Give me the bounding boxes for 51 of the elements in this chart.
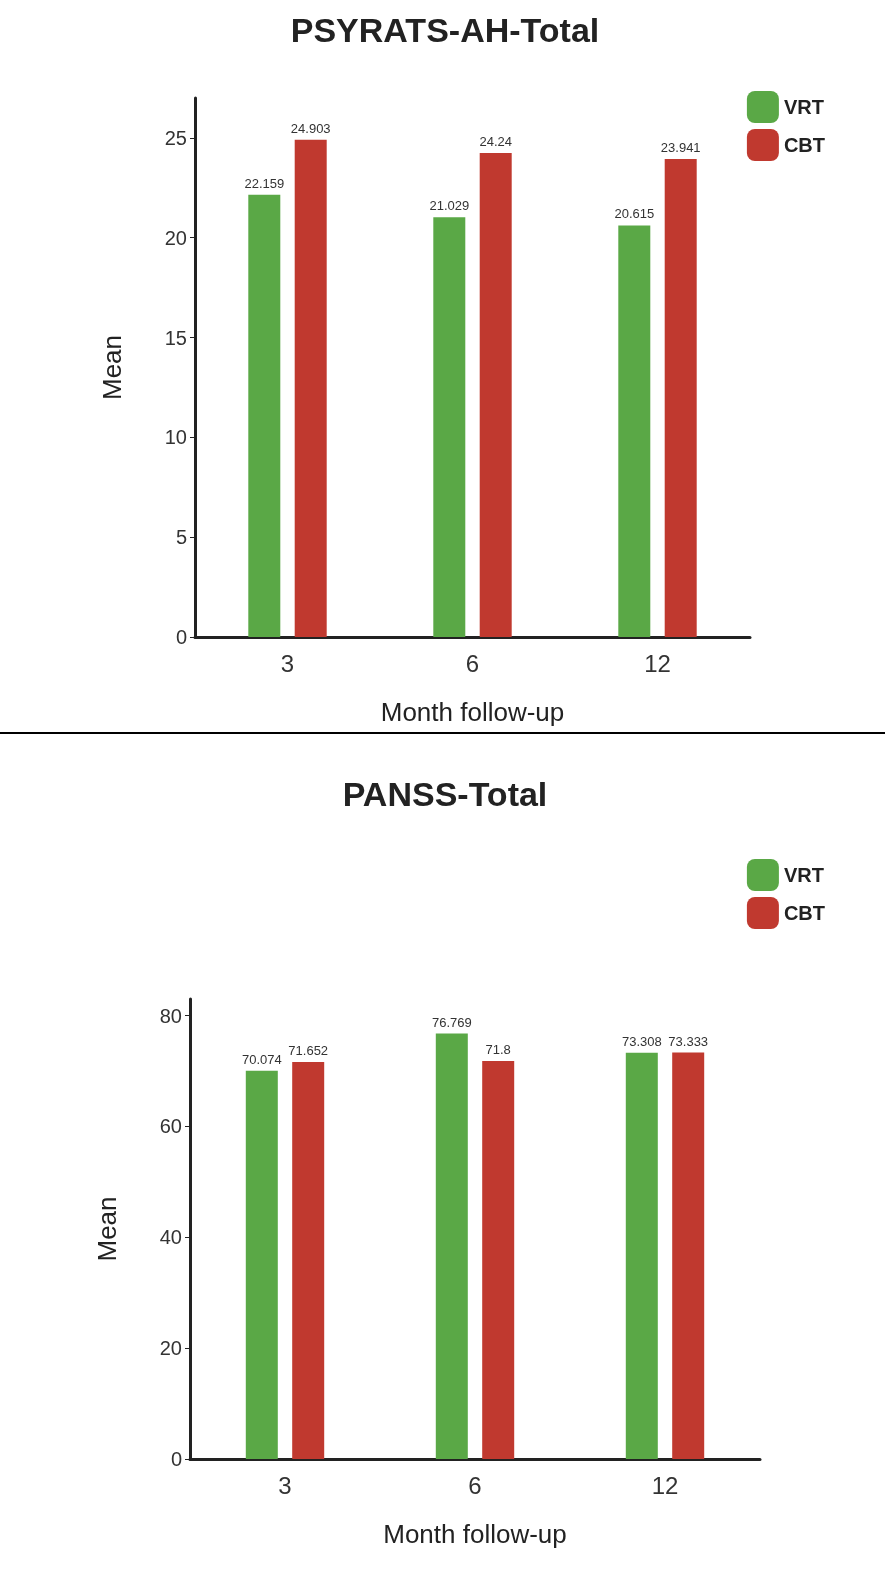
y-axis-title: Mean <box>97 334 127 401</box>
x-axis-title: Month follow-up <box>380 697 565 727</box>
x-tick-label: 3 <box>280 649 295 677</box>
y-tick-label: 40 <box>159 1226 182 1249</box>
y-tick-label: 20 <box>159 1337 182 1360</box>
data-label: 73.333 <box>668 1033 709 1049</box>
bar <box>435 1033 468 1459</box>
data-label: 20.615 <box>614 206 655 222</box>
data-label: 70.074 <box>241 1051 282 1067</box>
bar <box>292 1061 325 1459</box>
data-label: 21.029 <box>429 198 470 214</box>
y-axis-title: Mean <box>92 1196 122 1262</box>
x-tick-label: 12 <box>644 649 671 677</box>
legend-label: VRT <box>783 864 824 886</box>
y-tick-label: 20 <box>164 226 187 249</box>
data-label: 22.159 <box>244 175 285 191</box>
data-label: 23.941 <box>660 140 701 156</box>
y-tick-label: 0 <box>170 1448 182 1470</box>
x-tick-label: 6 <box>465 649 480 677</box>
bar <box>625 1052 658 1459</box>
data-label: 71.8 <box>485 1042 511 1058</box>
data-label: 71.652 <box>288 1042 329 1058</box>
bar <box>672 1052 705 1459</box>
x-tick-label: 12 <box>651 1471 679 1499</box>
y-tick-label: 25 <box>164 126 187 149</box>
legend-label: VRT <box>783 96 824 118</box>
chart-title: PANSS-Total <box>342 775 548 813</box>
data-label: 76.769 <box>431 1014 472 1030</box>
data-label: 73.308 <box>621 1033 662 1049</box>
bar <box>618 225 651 637</box>
x-axis-title: Month follow-up <box>383 1519 567 1549</box>
y-tick-label: 0 <box>175 626 187 648</box>
y-tick-label: 10 <box>164 426 187 449</box>
bar <box>479 153 512 637</box>
data-label: 24.24 <box>479 134 512 150</box>
legend-label: CBT <box>783 902 826 924</box>
bar <box>664 159 697 637</box>
y-tick-label: 15 <box>164 326 187 349</box>
bar <box>294 139 327 637</box>
data-label: 24.903 <box>290 120 331 136</box>
chart-title: PSYRATS-AH-Total <box>290 11 600 49</box>
x-tick-label: 6 <box>468 1471 482 1499</box>
bar <box>248 194 281 637</box>
bar <box>245 1070 278 1459</box>
y-tick-label: 60 <box>159 1115 182 1138</box>
y-tick-label: 5 <box>175 526 187 549</box>
y-tick-label: 80 <box>159 1004 182 1027</box>
legend-label: CBT <box>783 134 826 156</box>
bar <box>482 1061 515 1459</box>
bar <box>433 217 466 637</box>
x-tick-label: 3 <box>278 1471 292 1499</box>
